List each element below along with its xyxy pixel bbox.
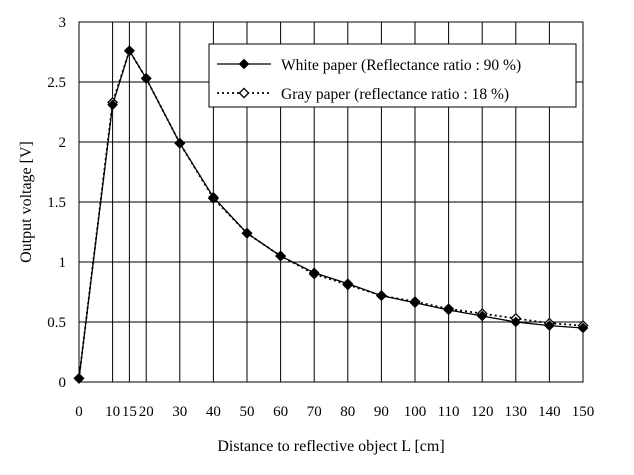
x-tick-label: 130 (505, 404, 528, 420)
data-point-white-paper (140, 73, 152, 84)
x-tick-label: 15 (122, 404, 137, 420)
legend-marker-gray-paper (238, 87, 250, 99)
y-tick-label: 1 (59, 255, 67, 271)
legend-label-white-paper: White paper (Reflectance ratio : 90 %) (281, 57, 521, 74)
legend-marker-white-paper (238, 58, 250, 70)
x-tick-labels: 0 10 15 20 30 40 50 60 70 80 90 100 110 120 130 140 150 (75, 404, 594, 420)
data-point-white-paper (73, 373, 85, 384)
data-point-white-paper (376, 290, 387, 301)
legend-label-gray-paper: Gray paper (reflectance ratio : 18 %) (281, 86, 509, 103)
y-tick-label: 3 (59, 15, 67, 31)
y-tick-label: 2.5 (47, 75, 66, 91)
x-tick-label: 60 (273, 404, 288, 420)
x-tick-label: 30 (172, 404, 187, 420)
data-point-white-paper (124, 45, 135, 57)
x-tick-label: 110 (438, 404, 460, 420)
plot-frame (78, 21, 584, 383)
data-point-white-paper (544, 320, 555, 331)
x-axis-label: Distance to reflective object L [cm] (217, 438, 444, 455)
series-white-paper (73, 45, 589, 384)
y-tick-label: 2 (59, 135, 67, 151)
x-tick-label: 20 (139, 404, 154, 420)
x-tick-label: 80 (340, 404, 355, 420)
data-point-white-paper (107, 99, 118, 111)
x-tick-label: 70 (307, 404, 322, 420)
x-tick-label: 150 (572, 404, 595, 420)
data-point-white-paper (342, 278, 354, 289)
data-point-white-paper (308, 267, 320, 279)
x-tick-label: 50 (240, 404, 255, 420)
legend: White paper (Reflectance ratio : 90 %) G… (208, 43, 577, 108)
data-point-white-paper (443, 304, 454, 316)
data-point-white-paper (476, 310, 488, 322)
data-point-white-paper (510, 316, 522, 328)
series-group (73, 45, 589, 384)
data-point-white-paper (409, 297, 421, 309)
x-tick-label: 90 (374, 404, 389, 420)
y-tick-label: 0 (59, 375, 67, 391)
legend-swatch-white-paper (217, 58, 271, 70)
x-tick-label: 0 (75, 404, 83, 420)
y-tick-label: 1.5 (47, 195, 66, 211)
legend-swatch-gray-paper (217, 87, 271, 99)
y-tick-labels: 0 0.5 1 1.5 2 2.5 3 (47, 15, 66, 391)
x-tick-label: 120 (471, 404, 494, 420)
data-point-white-paper (241, 227, 253, 239)
data-point-white-paper (577, 322, 589, 334)
data-point-white-paper (174, 137, 186, 149)
legend-box (208, 43, 577, 108)
y-axis-label: Output voltage [V] (18, 141, 35, 263)
x-tick-label: 40 (206, 404, 221, 420)
data-point-white-paper (275, 250, 286, 262)
x-tick-label: 100 (404, 404, 427, 420)
y-tick-label: 0.5 (47, 315, 66, 331)
data-point-white-paper (208, 191, 219, 203)
x-tick-label: 10 (105, 404, 120, 420)
x-tick-label: 140 (538, 404, 561, 420)
